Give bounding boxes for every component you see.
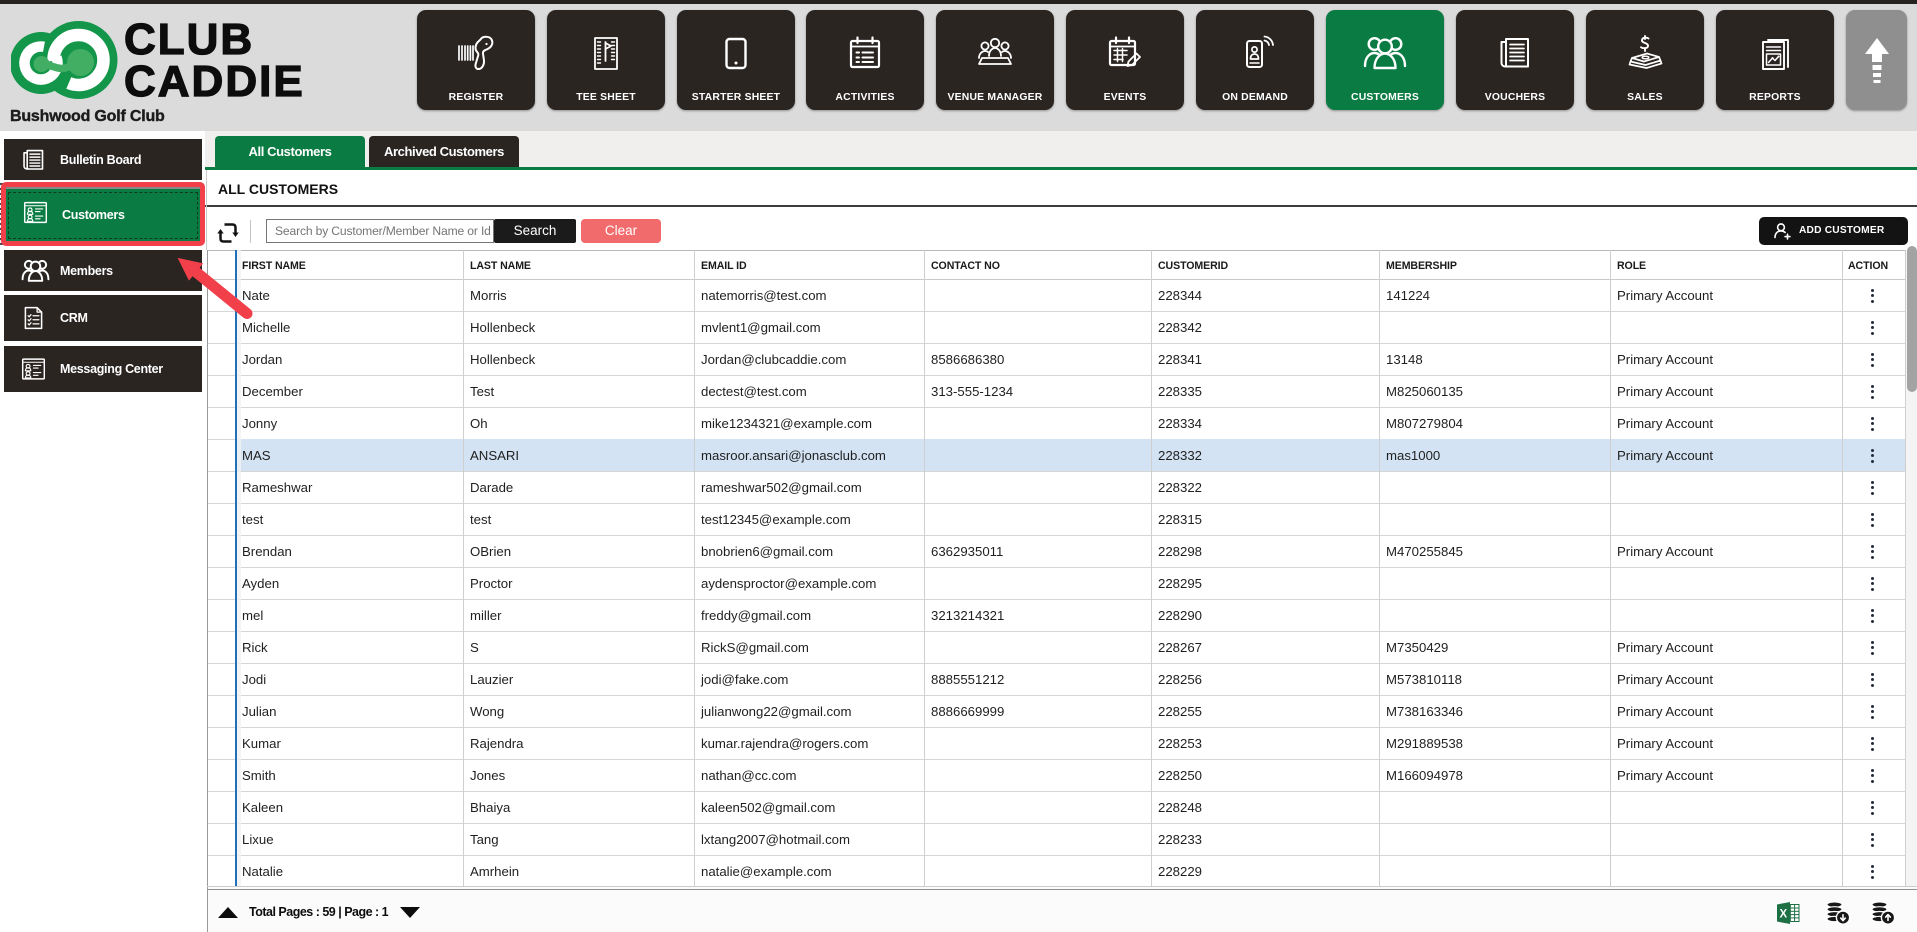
svg-text:X: X (1779, 909, 1787, 921)
